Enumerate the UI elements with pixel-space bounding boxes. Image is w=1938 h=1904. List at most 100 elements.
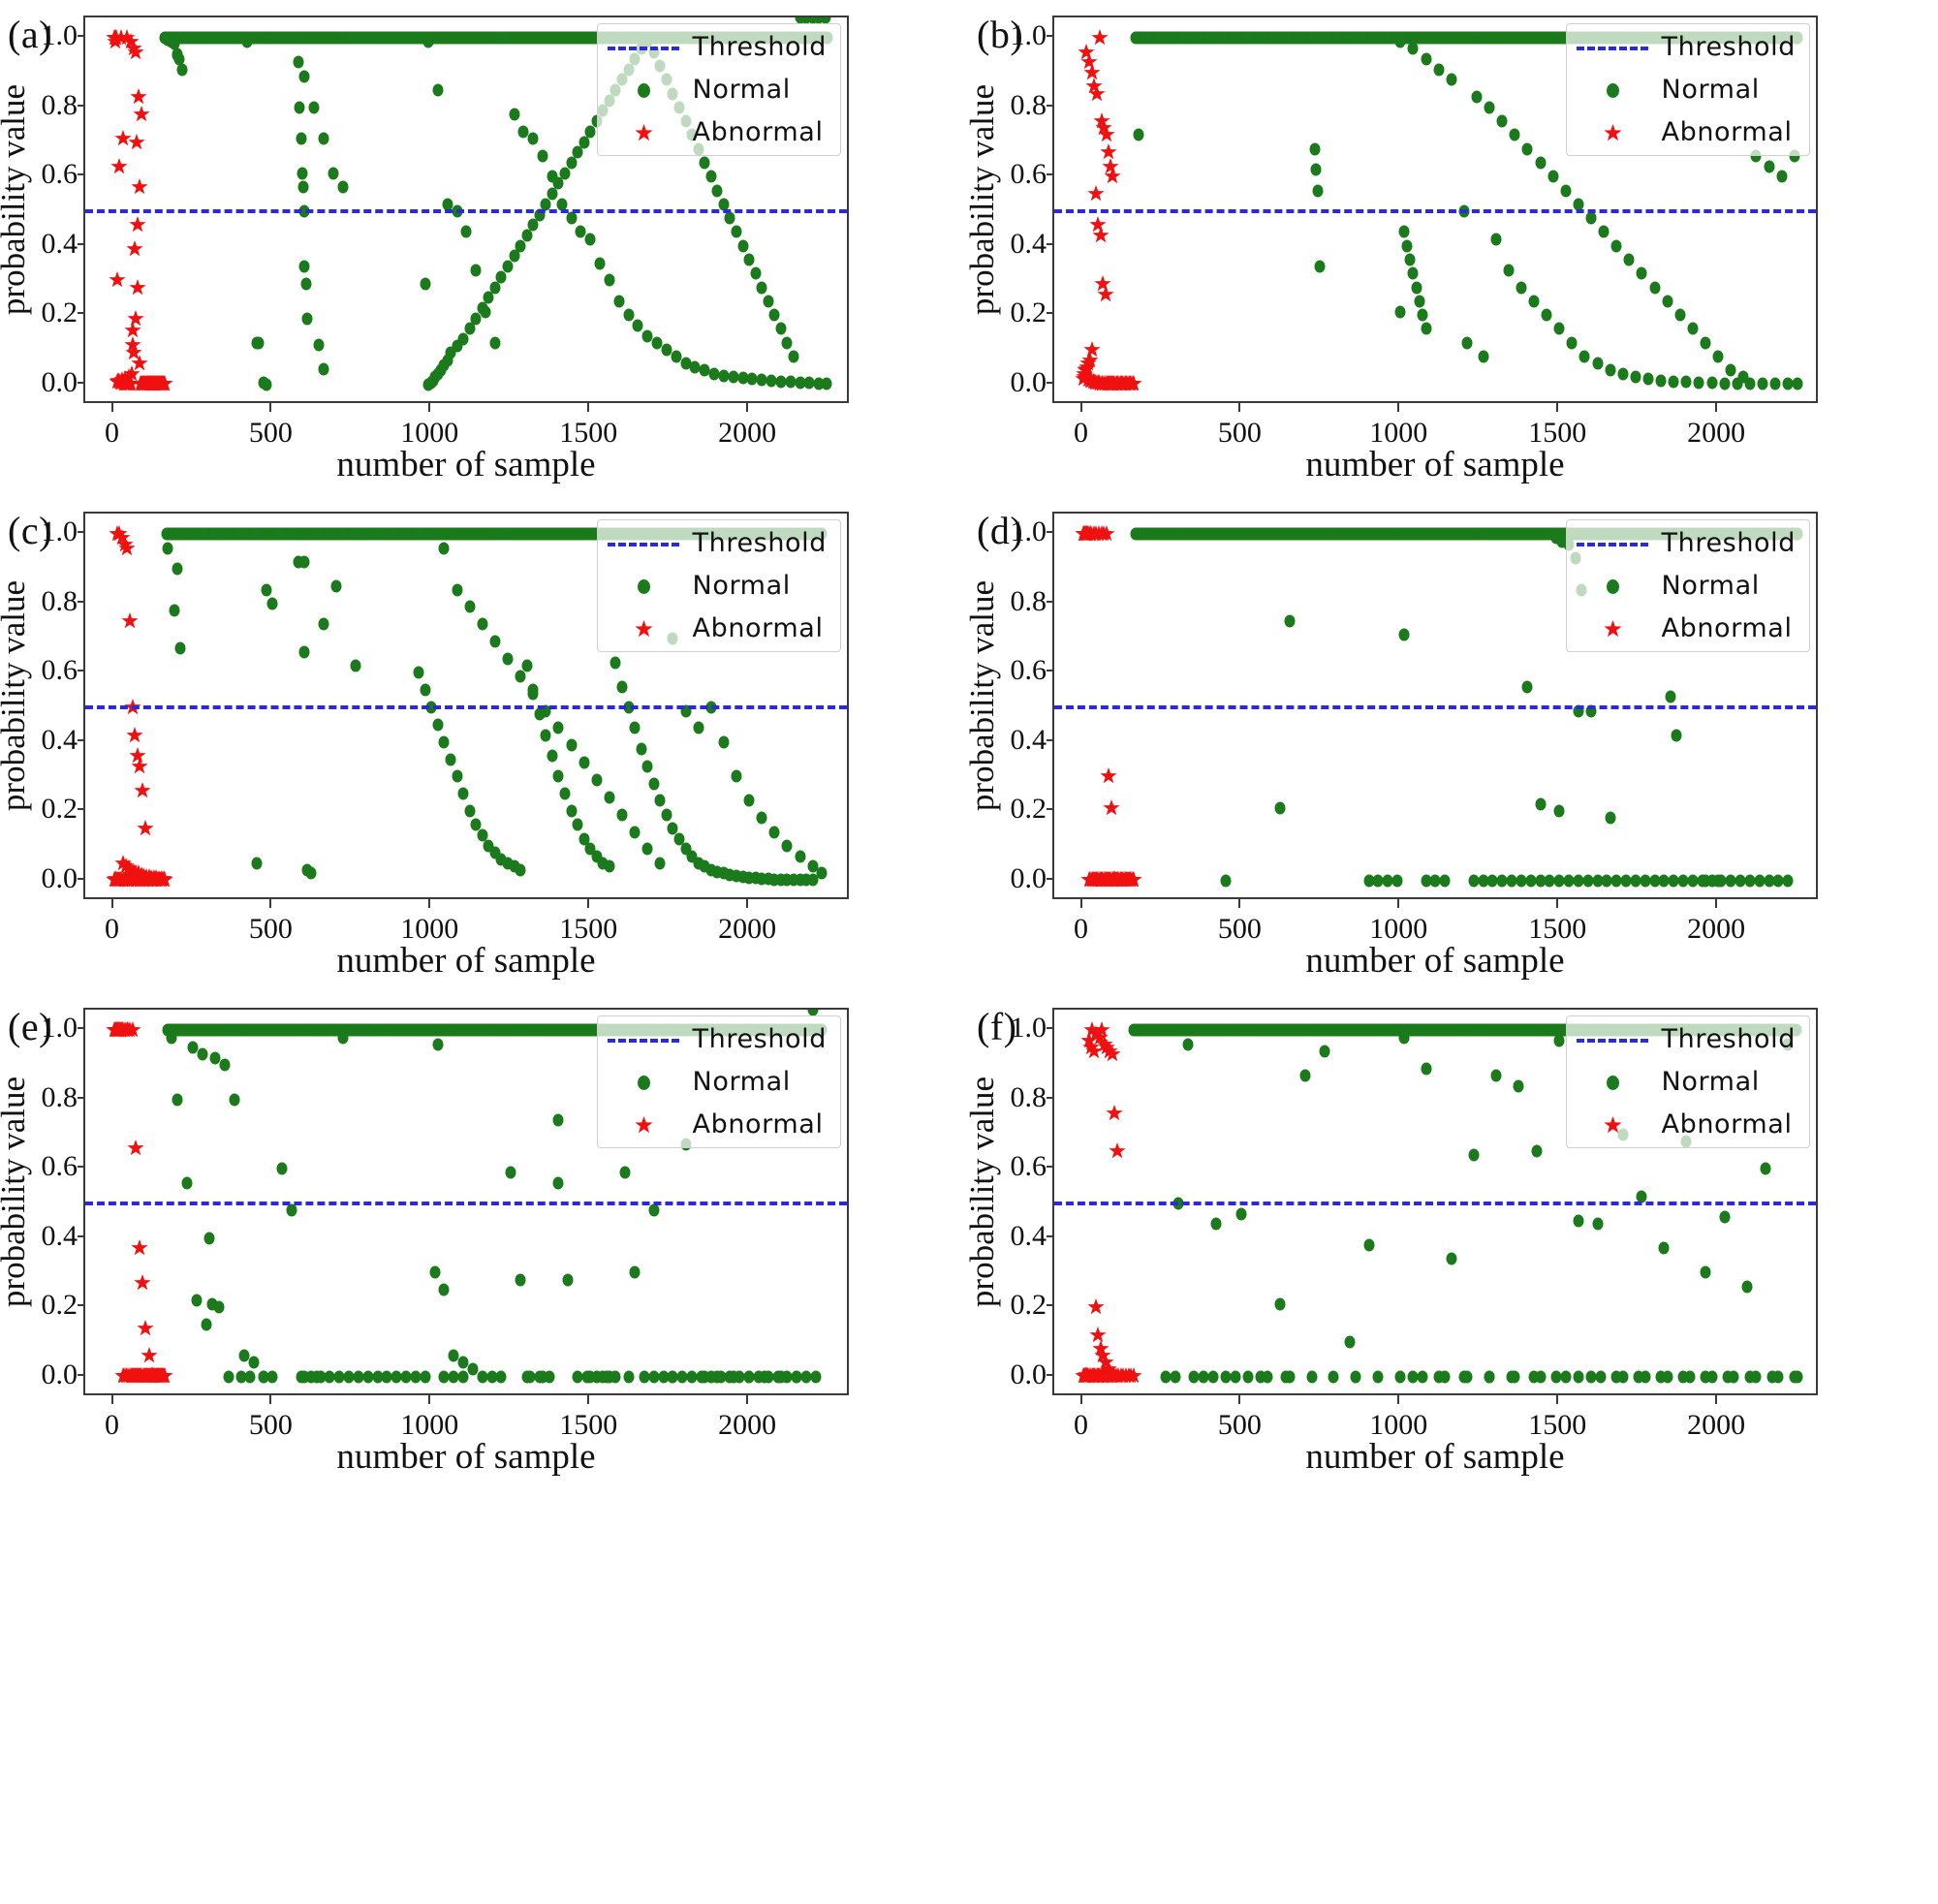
normal-point [791, 1370, 802, 1384]
abnormal-point [1125, 375, 1142, 392]
x-tick-mark [1238, 1395, 1241, 1404]
abnormal-point [1085, 1042, 1103, 1060]
normal-point [1553, 1034, 1565, 1047]
legend-entry-abnormal[interactable]: Abnormal [608, 1109, 827, 1139]
normal-point [1680, 375, 1692, 389]
normal-point [422, 35, 434, 48]
normal-point [1665, 690, 1676, 703]
legend-entry-threshold[interactable]: Threshold [1576, 528, 1796, 558]
normal-point [1535, 156, 1547, 170]
normal-point [1553, 322, 1565, 335]
abnormal-point [1125, 871, 1142, 889]
legend-entry-normal[interactable]: Normal [1577, 1067, 1796, 1097]
legend-entry-threshold[interactable]: Threshold [607, 32, 827, 62]
normal-point [289, 31, 300, 45]
normal-point [1407, 266, 1419, 280]
normal-point [1547, 170, 1559, 183]
y-axis-ticks: 0.0 0.2 0.4 0.6 0.8 1.0 [0, 1008, 86, 1395]
normal-point [1398, 1031, 1410, 1045]
normal-point [438, 542, 450, 555]
normal-point [1299, 1069, 1311, 1082]
normal-point [1636, 266, 1647, 280]
abnormal-point [155, 375, 172, 392]
legend: Threshold Normal Abnormal [1565, 23, 1810, 156]
x-axis-ticks: 0 500 1000 1500 2000 [1052, 1395, 1818, 1441]
normal-point [521, 659, 533, 672]
normal-point [420, 277, 431, 291]
abnormal-point [131, 178, 148, 196]
y-tick-label: 0.8 [41, 584, 78, 617]
abnormal-point [110, 157, 128, 175]
legend-entry-normal[interactable]: Normal [608, 1067, 827, 1097]
abnormal-point [126, 726, 143, 744]
y-tick-label: 0.6 [41, 654, 78, 687]
y-axis-ticks: 0.0 0.2 0.4 0.6 0.8 1.0 [0, 512, 86, 899]
threshold-line-icon [1576, 1030, 1648, 1049]
threshold-line-icon [1576, 534, 1648, 553]
legend: Threshold Normal Abnormal [596, 23, 841, 156]
normal-point [1414, 295, 1425, 308]
abnormal-point [137, 820, 154, 837]
normal-point [1728, 1370, 1739, 1384]
normal-point [1744, 377, 1756, 390]
normal-point [311, 1370, 323, 1384]
normal-point [337, 1031, 349, 1045]
abnormal-point [137, 1319, 154, 1337]
y-tick-label: 0.8 [1010, 584, 1047, 617]
legend-label: Abnormal [1661, 613, 1793, 643]
normal-point [1284, 1370, 1296, 1384]
legend-entry-normal[interactable]: Normal [1577, 571, 1796, 601]
normal-point [1344, 1335, 1356, 1349]
normal-point [201, 1318, 212, 1331]
legend-entry-threshold[interactable]: Threshold [1576, 32, 1796, 62]
legend-entry-abnormal[interactable]: Abnormal [1577, 613, 1796, 643]
legend-label: Normal [692, 75, 791, 105]
abnormal-point [133, 106, 150, 123]
normal-point [337, 180, 349, 194]
legend-entry-abnormal[interactable]: Abnormal [608, 117, 827, 147]
legend-label: Threshold [1661, 32, 1796, 62]
normal-point [1595, 1370, 1607, 1384]
normal-point [1331, 31, 1343, 45]
normal-point [724, 211, 735, 225]
legend-entry-normal[interactable]: Normal [608, 75, 827, 105]
x-tick-mark [1556, 899, 1559, 908]
legend-entry-normal[interactable]: Normal [1577, 75, 1796, 105]
legend-entry-threshold[interactable]: Threshold [607, 1024, 827, 1054]
normal-point [1741, 1280, 1753, 1294]
normal-point [1344, 31, 1356, 45]
y-tick-mark [78, 312, 86, 315]
legend-entry-abnormal[interactable]: Abnormal [1577, 117, 1796, 147]
x-axis-label: number of sample [1305, 445, 1565, 484]
x-tick-mark [428, 1395, 431, 1404]
x-tick-mark [1715, 403, 1718, 412]
abnormal-star-icon [608, 1115, 679, 1135]
legend-entry-threshold[interactable]: Threshold [1576, 1024, 1796, 1054]
normal-point [699, 156, 710, 170]
legend-entry-abnormal[interactable]: Abnormal [1577, 1109, 1796, 1139]
legend-entry-abnormal[interactable]: Abnormal [608, 613, 827, 643]
normal-point [1655, 374, 1667, 388]
legend: Threshold Normal Abnormal [1565, 519, 1810, 652]
legend-entry-normal[interactable]: Normal [608, 571, 827, 601]
x-tick-mark [110, 403, 113, 412]
x-tick-mark [110, 899, 113, 908]
plot-area: Threshold Normal Abnormal [83, 16, 849, 403]
normal-point [1640, 1370, 1651, 1384]
normal-point [1521, 680, 1533, 694]
normal-point [1182, 1038, 1194, 1051]
normal-point [1421, 322, 1432, 335]
normal-point [1610, 239, 1622, 253]
x-axis-ticks: 0 500 1000 1500 2000 [1052, 899, 1818, 945]
x-tick-mark [1397, 1395, 1400, 1404]
normal-point [499, 31, 511, 45]
normal-point [1328, 1370, 1339, 1384]
panel-b: (b) probability value 0.0 0.2 0.4 0.6 0.8 1.0 Th… [963, 6, 1938, 502]
plot-area: Threshold Normal Abnormal [1052, 16, 1818, 403]
normal-point [1671, 729, 1682, 742]
normal-point [1433, 63, 1445, 77]
normal-point [229, 1093, 240, 1107]
legend-entry-threshold[interactable]: Threshold [607, 528, 827, 558]
normal-point [1509, 128, 1520, 141]
